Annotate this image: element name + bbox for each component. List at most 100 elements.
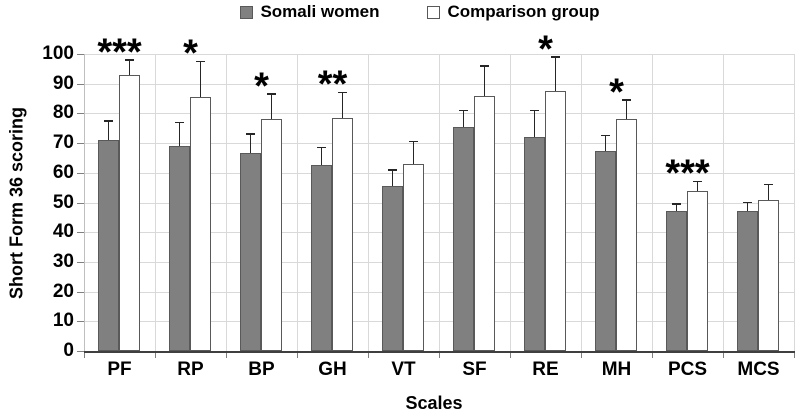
x-category-label-GH: GH	[318, 359, 347, 380]
significance-stars-PCS: ***	[665, 152, 710, 195]
x-category-label-MH: MH	[601, 359, 632, 380]
bar-comparison-group-RE	[545, 91, 566, 351]
y-axis-line	[84, 54, 85, 351]
error-bar-cap-top	[743, 201, 752, 204]
error-bar-cap-top	[267, 93, 276, 95]
x-category-label-BP: BP	[248, 359, 275, 380]
bar-comparison-group-VT	[403, 163, 424, 351]
error-bar-cap-top	[317, 146, 326, 149]
bar-somali-women-PF	[98, 140, 119, 351]
error-bar-cap-top	[530, 109, 539, 112]
error-bar-cap-top	[622, 99, 631, 101]
y-tick-mark	[77, 113, 84, 115]
y-tick-mark	[77, 83, 84, 85]
y-tick-mark	[77, 351, 84, 352]
bar-comparison-group-MH	[616, 119, 637, 351]
error-bar-cap-top	[764, 183, 773, 186]
y-tick-label: 100	[42, 43, 74, 64]
error-bar-cap-top	[246, 133, 255, 135]
error-bar-cap-top	[175, 121, 184, 124]
error-bar-cap-top	[601, 134, 610, 137]
error-bar-cap-top	[196, 60, 205, 63]
x-axis-line	[84, 351, 795, 353]
bar-comparison-group-PCS	[687, 190, 708, 351]
y-tick-label: 50	[52, 191, 74, 213]
y-tick-mark	[77, 54, 84, 55]
bar-comparison-group-RP	[190, 97, 211, 351]
error-bar-cap-top	[672, 203, 681, 205]
error-bar-cap-top	[409, 140, 418, 143]
y-tick-label: 40	[52, 221, 74, 243]
x-tick-mark	[226, 353, 227, 358]
y-tick-label: 0	[63, 340, 74, 361]
error-bar-line	[554, 56, 557, 126]
bar-comparison-group-MCS	[758, 199, 779, 351]
bar-somali-women-MCS	[737, 211, 758, 351]
legend-swatch-comparison-group	[427, 5, 441, 19]
significance-stars-PF: ***	[97, 30, 142, 73]
significance-stars-RP: *	[183, 32, 198, 75]
bar-comparison-group-BP	[261, 119, 282, 351]
error-bar-cap-top	[388, 169, 397, 171]
x-category-label-PCS: PCS	[667, 359, 708, 380]
x-tick-mark	[155, 353, 156, 358]
significance-stars-BP: *	[254, 65, 269, 108]
gridline-horizontal	[84, 83, 794, 85]
gridline-horizontal	[84, 232, 794, 234]
gridline-horizontal	[84, 143, 794, 145]
x-category-label-VT: VT	[391, 359, 416, 380]
bar-somali-women-VT	[382, 186, 403, 351]
error-bar-line	[199, 61, 202, 133]
y-tick-mark	[77, 232, 84, 234]
legend-label-comparison-group: Comparison group	[447, 2, 600, 21]
y-tick-mark	[77, 321, 84, 323]
error-bar-cap-top	[459, 109, 468, 112]
error-bar-cap-top	[480, 65, 489, 67]
legend-swatch-somali-women	[240, 5, 254, 19]
x-tick-mark	[297, 353, 298, 358]
error-bar-line	[483, 65, 486, 126]
gridline-horizontal	[84, 113, 794, 115]
error-bar-line	[320, 147, 323, 184]
x-tick-mark	[794, 353, 795, 358]
y-tick-label: 20	[52, 280, 74, 302]
bar-somali-women-RP	[169, 146, 190, 351]
error-bar-line	[533, 110, 536, 164]
bar-somali-women-SF	[453, 126, 474, 351]
x-axis-title: Scales	[405, 393, 463, 413]
gridline-horizontal	[84, 291, 794, 293]
x-tick-mark	[439, 353, 440, 358]
significance-stars-RE: *	[538, 27, 553, 70]
x-tick-mark	[581, 353, 582, 358]
y-tick-label: 70	[52, 132, 74, 154]
legend: Somali women Comparison group	[0, 2, 800, 22]
gridline-horizontal	[84, 172, 794, 174]
bar-somali-women-MH	[595, 150, 616, 351]
x-tick-mark	[510, 353, 511, 358]
gridline-horizontal	[84, 54, 794, 55]
error-bar-cap-top	[125, 59, 134, 61]
bar-comparison-group-GH	[332, 117, 353, 351]
bar-somali-women-BP	[240, 153, 261, 351]
error-bar-cap-top	[338, 91, 347, 94]
gridline-horizontal	[84, 261, 794, 263]
y-tick-mark	[77, 202, 84, 204]
x-tick-mark	[652, 353, 653, 358]
x-tick-mark	[84, 353, 85, 358]
x-tick-mark	[368, 353, 369, 358]
x-category-label-RP: RP	[177, 359, 204, 380]
x-category-label-PF: PF	[107, 359, 132, 380]
significance-stars-GH: **	[317, 63, 348, 106]
x-tick-mark	[723, 353, 724, 358]
y-tick-mark	[77, 261, 84, 263]
error-bar-cap-top	[104, 120, 113, 122]
bar-comparison-group-SF	[474, 95, 495, 351]
y-tick-label: 80	[52, 102, 74, 124]
gridline-vertical	[794, 54, 795, 351]
gridline-horizontal	[84, 202, 794, 204]
x-category-label-MCS: MCS	[737, 359, 780, 380]
error-bar-cap-top	[551, 56, 560, 58]
y-tick-mark	[77, 291, 84, 293]
bar-somali-women-PCS	[666, 211, 687, 351]
